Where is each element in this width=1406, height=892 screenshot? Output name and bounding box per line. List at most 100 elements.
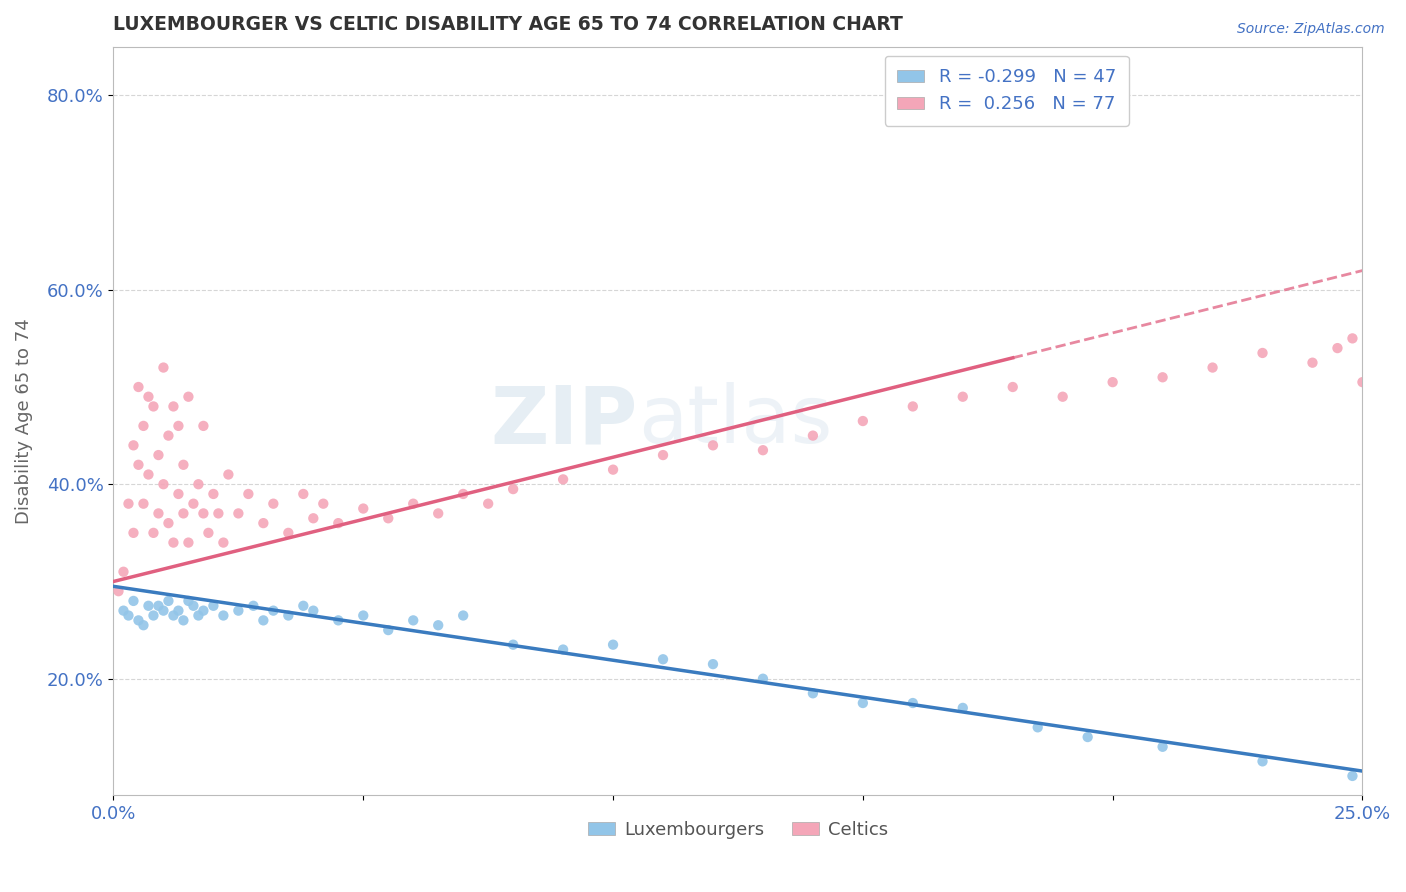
Point bbox=[167, 418, 190, 433]
Point bbox=[752, 443, 775, 458]
Point bbox=[162, 608, 184, 623]
Point bbox=[602, 463, 624, 477]
Point bbox=[127, 613, 149, 627]
Point bbox=[1341, 769, 1364, 783]
Point bbox=[148, 448, 170, 462]
Point bbox=[117, 608, 139, 623]
Point bbox=[1301, 356, 1323, 370]
Point bbox=[207, 507, 229, 521]
Point bbox=[187, 608, 209, 623]
Point bbox=[262, 497, 284, 511]
Point bbox=[292, 599, 315, 613]
Point bbox=[1351, 375, 1374, 389]
Point bbox=[148, 599, 170, 613]
Point bbox=[1386, 370, 1406, 384]
Point bbox=[1251, 346, 1274, 360]
Point bbox=[901, 696, 924, 710]
Point bbox=[1391, 380, 1406, 394]
Point bbox=[127, 458, 149, 472]
Point bbox=[228, 507, 250, 521]
Point bbox=[1381, 360, 1403, 375]
Point bbox=[157, 594, 180, 608]
Point bbox=[212, 535, 235, 549]
Point bbox=[901, 400, 924, 414]
Point bbox=[402, 613, 425, 627]
Point bbox=[328, 613, 350, 627]
Point bbox=[652, 652, 675, 666]
Point bbox=[277, 608, 299, 623]
Point bbox=[112, 565, 135, 579]
Point bbox=[852, 414, 875, 428]
Point bbox=[1152, 739, 1174, 754]
Point bbox=[142, 400, 165, 414]
Point bbox=[193, 507, 215, 521]
Point bbox=[132, 418, 155, 433]
Point bbox=[602, 638, 624, 652]
Legend: Luxembourgers, Celtics: Luxembourgers, Celtics bbox=[581, 814, 896, 847]
Point bbox=[183, 497, 205, 511]
Point bbox=[801, 428, 824, 442]
Point bbox=[702, 438, 724, 452]
Point bbox=[162, 535, 184, 549]
Point bbox=[252, 613, 274, 627]
Text: Source: ZipAtlas.com: Source: ZipAtlas.com bbox=[1237, 22, 1385, 37]
Point bbox=[193, 418, 215, 433]
Point bbox=[152, 360, 174, 375]
Point bbox=[138, 467, 160, 482]
Point bbox=[852, 696, 875, 710]
Point bbox=[451, 487, 474, 501]
Point bbox=[167, 487, 190, 501]
Point bbox=[377, 511, 399, 525]
Point bbox=[132, 497, 155, 511]
Text: LUXEMBOURGER VS CELTIC DISABILITY AGE 65 TO 74 CORRELATION CHART: LUXEMBOURGER VS CELTIC DISABILITY AGE 65… bbox=[114, 15, 904, 34]
Point bbox=[1201, 360, 1223, 375]
Point bbox=[1026, 720, 1049, 734]
Point bbox=[1367, 370, 1389, 384]
Point bbox=[952, 390, 974, 404]
Point bbox=[142, 608, 165, 623]
Point bbox=[502, 482, 524, 496]
Point bbox=[157, 428, 180, 442]
Point bbox=[122, 525, 145, 540]
Point bbox=[1251, 755, 1274, 769]
Point bbox=[157, 516, 180, 530]
Point bbox=[1052, 390, 1074, 404]
Point bbox=[242, 599, 264, 613]
Point bbox=[172, 458, 194, 472]
Point bbox=[427, 618, 450, 632]
Point bbox=[117, 497, 139, 511]
Point bbox=[202, 599, 225, 613]
Point bbox=[212, 608, 235, 623]
Point bbox=[427, 507, 450, 521]
Text: atlas: atlas bbox=[638, 382, 832, 460]
Point bbox=[1101, 375, 1123, 389]
Point bbox=[352, 501, 374, 516]
Point bbox=[238, 487, 260, 501]
Point bbox=[292, 487, 315, 501]
Point bbox=[752, 672, 775, 686]
Point bbox=[217, 467, 239, 482]
Point bbox=[451, 608, 474, 623]
Point bbox=[127, 380, 149, 394]
Point bbox=[193, 604, 215, 618]
Point bbox=[197, 525, 219, 540]
Point bbox=[132, 618, 155, 632]
Point bbox=[553, 642, 575, 657]
Point bbox=[402, 497, 425, 511]
Point bbox=[252, 516, 274, 530]
Y-axis label: Disability Age 65 to 74: Disability Age 65 to 74 bbox=[15, 318, 32, 524]
Point bbox=[1152, 370, 1174, 384]
Point bbox=[177, 390, 200, 404]
Point bbox=[1326, 341, 1348, 355]
Point bbox=[477, 497, 499, 511]
Point bbox=[262, 604, 284, 618]
Point bbox=[187, 477, 209, 491]
Point bbox=[202, 487, 225, 501]
Point bbox=[152, 477, 174, 491]
Point bbox=[177, 594, 200, 608]
Point bbox=[1001, 380, 1024, 394]
Point bbox=[148, 507, 170, 521]
Point bbox=[1341, 331, 1364, 345]
Point bbox=[177, 535, 200, 549]
Point bbox=[112, 604, 135, 618]
